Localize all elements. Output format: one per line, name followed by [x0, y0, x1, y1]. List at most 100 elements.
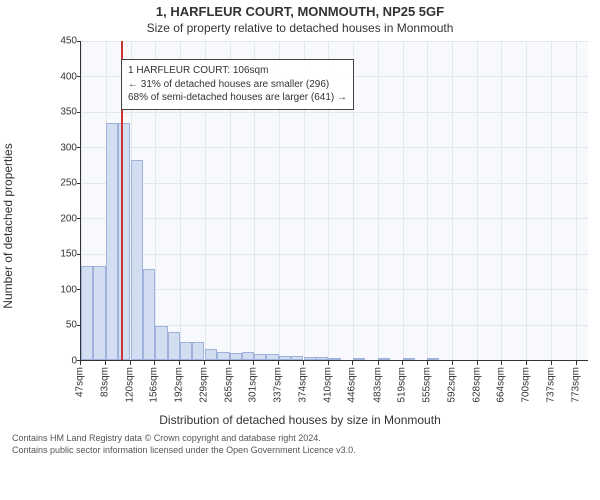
histogram-bar	[106, 123, 118, 360]
grid-line-h	[81, 254, 588, 255]
x-tick-label: 120sqm	[124, 367, 135, 403]
y-tick-label: 200	[60, 213, 77, 224]
x-tick-label: 192sqm	[174, 367, 185, 403]
x-tick-label: 374sqm	[298, 367, 309, 403]
x-tick-label: 737sqm	[546, 367, 557, 403]
x-axis-label: Distribution of detached houses by size …	[0, 413, 600, 427]
histogram-bar	[316, 357, 328, 360]
annotation-line-3: 68% of semi-detached houses are larger (…	[128, 91, 347, 105]
grid-line-v	[378, 41, 379, 360]
grid-line-h	[81, 41, 588, 42]
x-tick-label: 700sqm	[520, 367, 531, 403]
x-tick-mark	[253, 361, 254, 365]
y-tick-label: 450	[60, 36, 77, 47]
grid-line-v	[526, 41, 527, 360]
x-tick-mark	[278, 361, 279, 365]
y-tick-label: 250	[60, 178, 77, 189]
x-tick-label: 446sqm	[347, 367, 358, 403]
grid-line-h	[81, 112, 588, 113]
histogram-bar	[403, 358, 415, 360]
x-tick-mark	[402, 361, 403, 365]
histogram-bar	[427, 358, 439, 360]
x-tick-mark	[452, 361, 453, 365]
histogram-bar	[254, 354, 266, 360]
x-tick-mark	[378, 361, 379, 365]
histogram-bar	[291, 356, 303, 360]
x-tick-mark	[477, 361, 478, 365]
histogram-bar	[230, 353, 242, 360]
x-tick-mark	[328, 361, 329, 365]
x-tick-label: 773sqm	[570, 367, 581, 403]
x-tick-mark	[526, 361, 527, 365]
grid-line-v	[501, 41, 502, 360]
histogram-bar	[304, 357, 316, 360]
x-tick-mark	[130, 361, 131, 365]
histogram-bar	[118, 123, 130, 360]
grid-line-h	[81, 147, 588, 148]
histogram-bar	[131, 160, 143, 360]
histogram-bar	[168, 332, 180, 360]
grid-line-h	[81, 183, 588, 184]
grid-line-h	[81, 289, 588, 290]
histogram-bar	[205, 349, 217, 360]
histogram-bar	[242, 352, 254, 361]
y-tick-label: 400	[60, 71, 77, 82]
footer-line-1: Contains HM Land Registry data © Crown c…	[12, 433, 588, 445]
grid-line-v	[477, 41, 478, 360]
x-tick-label: 337sqm	[273, 367, 284, 403]
footer: Contains HM Land Registry data © Crown c…	[12, 433, 588, 456]
x-tick-mark	[576, 361, 577, 365]
x-tick-mark	[352, 361, 353, 365]
chart-title-2: Size of property relative to detached ho…	[0, 21, 600, 35]
x-tick-label: 592sqm	[447, 367, 458, 403]
grid-line-v	[576, 41, 577, 360]
x-tick-label: 483sqm	[372, 367, 383, 403]
x-tick-mark	[229, 361, 230, 365]
histogram-bar	[93, 266, 105, 360]
grid-line-v	[427, 41, 428, 360]
annotation-box: 1 HARFLEUR COURT: 106sqm ← 31% of detach…	[121, 59, 354, 110]
x-tick-label: 265sqm	[223, 367, 234, 403]
x-tick-label: 83sqm	[99, 367, 110, 397]
x-tick-mark	[154, 361, 155, 365]
x-tick-mark	[501, 361, 502, 365]
x-tick-mark	[303, 361, 304, 365]
y-axis-label: Number of detached properties	[1, 143, 15, 308]
histogram-bar	[155, 326, 167, 360]
footer-line-2: Contains public sector information licen…	[12, 445, 588, 457]
annotation-line-1: 1 HARFLEUR COURT: 106sqm	[128, 64, 347, 78]
histogram-bar	[217, 352, 229, 361]
y-tick-label: 50	[66, 320, 77, 331]
grid-line-v	[403, 41, 404, 360]
histogram-bar	[81, 266, 93, 360]
histogram-bar	[353, 358, 365, 360]
x-tick-label: 156sqm	[149, 367, 160, 403]
histogram-bar	[279, 356, 291, 360]
x-tick-label: 519sqm	[397, 367, 408, 403]
grid-line-h	[81, 218, 588, 219]
x-tick-label: 229sqm	[199, 367, 210, 403]
y-tick-label: 300	[60, 142, 77, 153]
x-tick-mark	[427, 361, 428, 365]
y-tick-label: 350	[60, 107, 77, 118]
plot-area: 050100150200250300350400450 1 HARFLEUR C…	[80, 41, 588, 361]
x-tick-area: 47sqm83sqm120sqm156sqm192sqm229sqm265sqm…	[80, 361, 588, 411]
histogram-bar	[143, 269, 155, 360]
histogram-bar	[180, 342, 192, 360]
x-tick-label: 410sqm	[322, 367, 333, 403]
x-tick-mark	[551, 361, 552, 365]
x-tick-label: 47sqm	[75, 367, 86, 397]
y-tick-label: 0	[71, 356, 77, 367]
x-tick-label: 664sqm	[496, 367, 507, 403]
x-tick-label: 555sqm	[421, 367, 432, 403]
histogram-bar	[266, 354, 278, 360]
x-tick-mark	[105, 361, 106, 365]
x-tick-label: 301sqm	[248, 367, 259, 403]
x-tick-mark	[80, 361, 81, 365]
y-tick-label: 100	[60, 284, 77, 295]
x-tick-mark	[179, 361, 180, 365]
histogram-bar	[328, 358, 340, 360]
grid-line-v	[452, 41, 453, 360]
annotation-line-2: ← 31% of detached houses are smaller (29…	[128, 78, 347, 92]
x-tick-mark	[204, 361, 205, 365]
